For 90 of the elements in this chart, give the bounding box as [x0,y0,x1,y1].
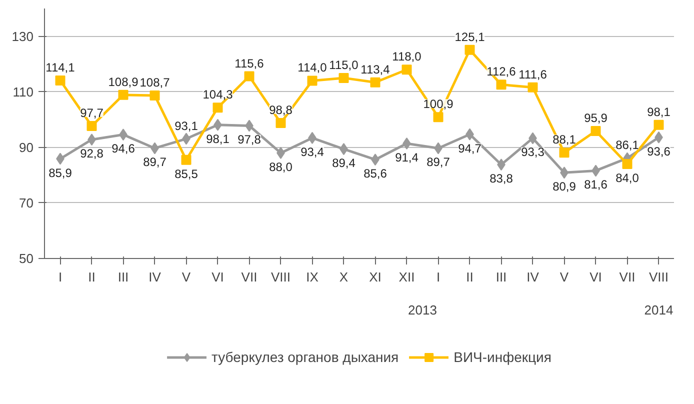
data-label: 112,6 [486,64,516,79]
x-tick-label: I [436,270,440,284]
point [433,112,444,122]
point [559,148,570,158]
x-tick-label: II [466,270,474,284]
data-label: 89,4 [332,156,356,170]
data-label: 114,1 [46,60,76,74]
point [402,64,412,75]
data-label: 108,9 [108,74,139,89]
data-label: 94,6 [112,142,136,156]
x-tick-label: V [560,270,569,284]
x-tick-label: III [118,270,129,284]
data-label: 88,0 [269,160,293,174]
point [590,126,601,136]
data-label: 84,0 [616,171,640,186]
y-tick-label: 90 [19,140,34,155]
x-tick-label: XII [398,270,415,284]
data-label: 97,8 [238,132,262,147]
data-label: 86,1 [616,138,640,152]
y-tick-label: 50 [19,251,34,266]
x-tick-label: VII [241,270,258,284]
point [86,121,97,131]
data-label: 80,9 [552,180,576,194]
legend-label: ВИЧ-инфекция [454,349,552,365]
point [464,44,475,55]
x-tick-label: VIII [270,270,291,284]
x-tick-label: III [496,270,507,284]
data-label: 95,9 [584,111,608,125]
data-label: 92,8 [80,146,104,161]
data-label: 91,4 [395,150,419,164]
point [307,76,318,86]
legend-label: туберкулез органов дыхания [212,349,399,365]
point [338,72,349,83]
x-tick-label: VI [212,270,224,284]
point [150,90,160,100]
data-label: 97,7 [80,106,104,120]
data-label: 85,6 [364,166,388,181]
x-tick-label: IX [306,270,319,284]
data-label: 100,9 [423,97,454,112]
y-tick-label: 110 [12,84,34,100]
data-label: 93,4 [300,144,324,159]
data-label: 115,0 [329,58,359,72]
data-label: 98,8 [269,102,293,117]
data-label: 93,6 [647,144,671,158]
text: 2013 [408,302,437,318]
y-tick-label: 70 [19,195,34,210]
data-label: 114,0 [298,60,328,75]
data-label: 98,1 [206,132,230,146]
point [212,102,223,113]
text: 2014 [644,302,674,318]
data-label: 93,3 [521,145,545,160]
data-label: 85,5 [174,166,198,181]
data-label: 81,6 [584,178,608,192]
data-label: 85,9 [48,166,72,180]
x-tick-label: VIII [648,270,669,284]
data-label: 104,3 [202,88,234,102]
point [181,154,192,165]
data-label: 98,1 [647,104,671,119]
data-label: 83,8 [490,172,514,186]
data-label: 125,1 [454,30,486,44]
data-label: 93,1 [174,118,198,133]
x-tick-label: II [88,270,96,284]
point [622,159,632,170]
data-label: 88,1 [552,132,576,147]
point [55,75,66,86]
data-label: 113,4 [360,62,390,76]
point [276,118,286,128]
data-label: 89,7 [426,155,450,170]
x-tick-label: IV [526,270,540,284]
point [496,80,506,90]
point [118,90,128,100]
data-label: 94,7 [458,141,482,156]
x-tick-label: V [182,270,191,284]
data-label: 108,7 [140,75,170,90]
data-label: 89,7 [143,155,167,170]
point [244,71,254,82]
point [528,82,538,92]
data-label: 111,6 [518,67,548,82]
x-tick-label: XI [369,270,382,284]
x-tick-label: IV [148,270,162,284]
x-tick-label: I [58,270,62,284]
point [402,138,411,150]
data-label: 118,0 [392,50,422,64]
x-tick-label: X [339,270,348,284]
data-label: 115,6 [234,56,264,70]
y-tick-label: 130 [12,28,34,44]
point [654,120,664,130]
point [370,77,380,88]
x-tick-label: VII [619,270,636,284]
x-tick-label: VI [590,270,602,284]
